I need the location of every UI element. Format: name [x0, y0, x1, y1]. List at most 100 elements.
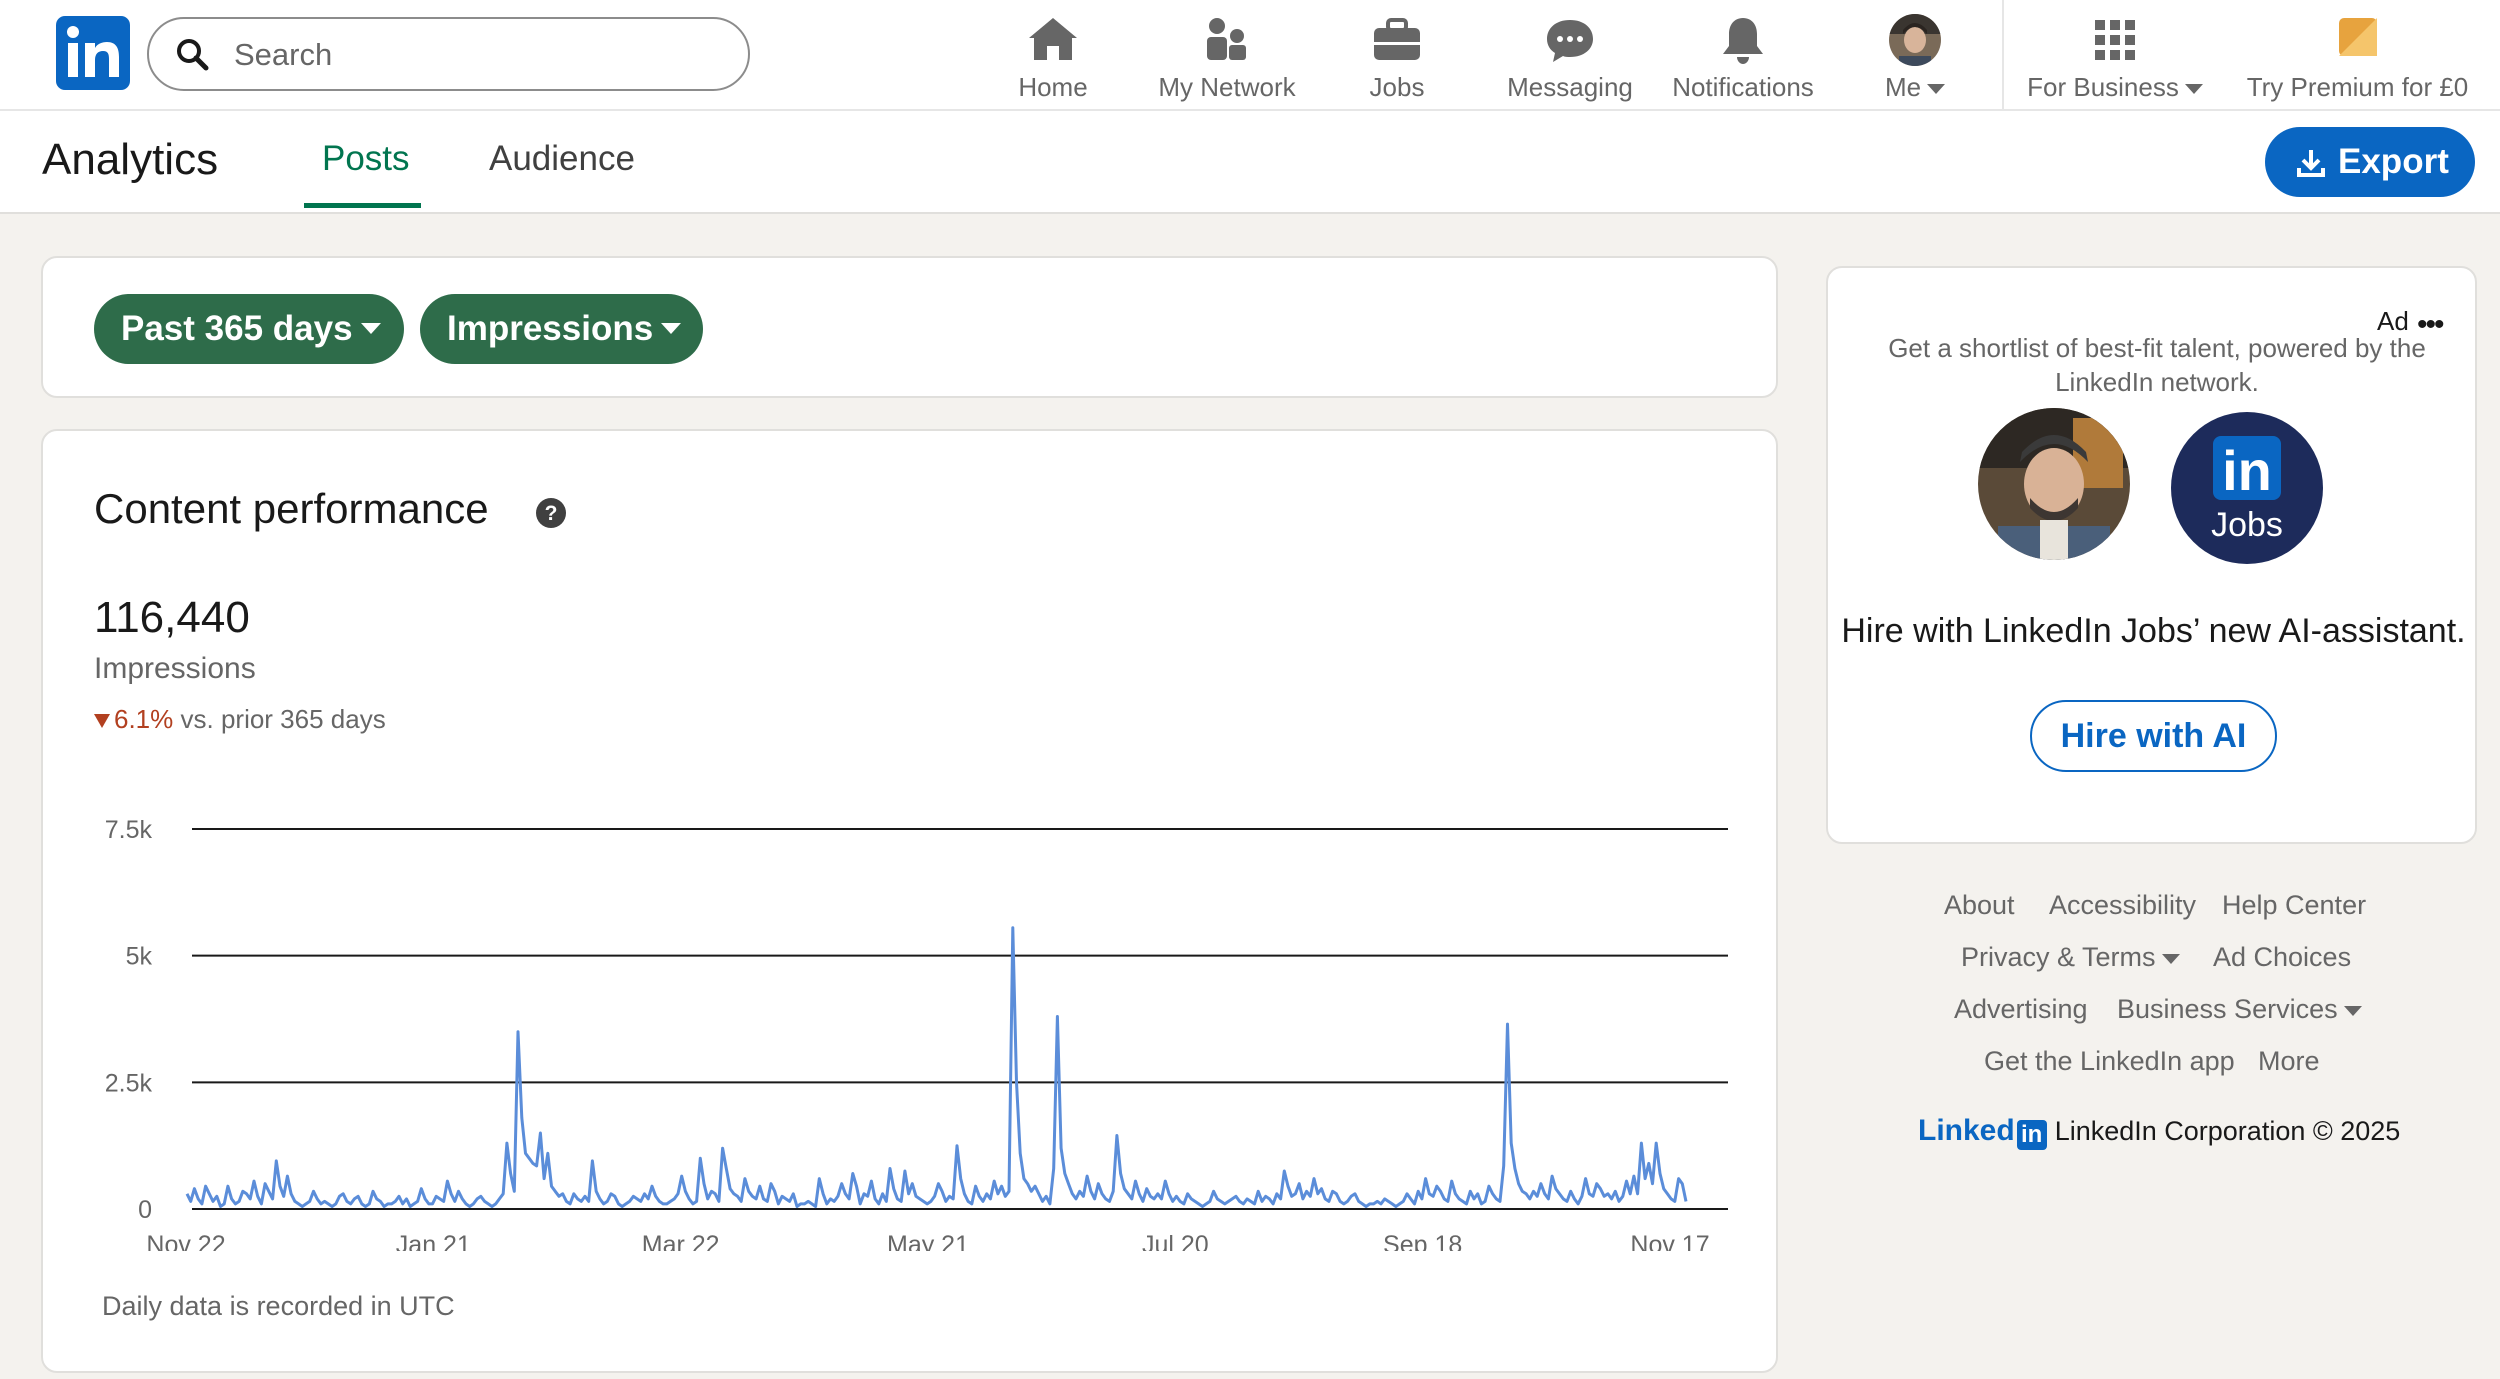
search-bar[interactable]: [147, 17, 750, 91]
nav-jobs-label: Jobs: [1369, 72, 1425, 102]
impressions-series-line: [185, 926, 1688, 1208]
network-icon: [1207, 18, 1246, 60]
footer-brand: Linked in LinkedIn Corporation © 2025: [1918, 1114, 2400, 1150]
nav-divider: [2002, 0, 2004, 109]
tab-active-indicator: [304, 203, 421, 208]
nav-me-label-wrap: Me: [1865, 72, 1965, 103]
nav-me[interactable]: Me: [1865, 8, 1965, 103]
search-icon: [177, 39, 209, 71]
nav-notifications-label: Notifications: [1672, 72, 1814, 102]
export-button[interactable]: Export: [2265, 127, 2475, 197]
nav-me-label: Me: [1884, 72, 1922, 102]
export-label: Export: [2338, 142, 2449, 181]
footer-link-get-app[interactable]: Get the LinkedIn app: [1984, 1046, 2235, 1076]
metric-dropdown[interactable]: Impressions: [420, 294, 703, 364]
utc-note: Daily data is recorded in UTC: [102, 1291, 455, 1321]
nav-home[interactable]: Home: [1003, 8, 1103, 103]
nav-messaging-label: Messaging: [1507, 72, 1633, 102]
change-indicator: 6.1% vs. prior 365 days: [94, 704, 386, 735]
linkedin-jobs-logo: in Jobs: [2171, 412, 2323, 564]
page-title: Analytics: [42, 135, 219, 184]
messaging-icon: [1547, 20, 1593, 62]
business-services-label: Business Services: [2117, 994, 2338, 1024]
footer-link-accessibility[interactable]: Accessibility: [2049, 890, 2197, 920]
hire-with-ai-button[interactable]: Hire with AI: [2030, 700, 2277, 772]
nav-jobs[interactable]: Jobs: [1347, 8, 1447, 103]
caret-down-icon: [661, 323, 682, 335]
ad-profile-photo: [1978, 408, 2130, 560]
impressions-label: Impressions: [94, 652, 256, 685]
x-tick-label: Mar 22: [642, 1231, 720, 1251]
y-tick-label: 2.5k: [105, 1069, 153, 1097]
home-icon: [1029, 18, 1077, 60]
x-tick-label: Jul 20: [1142, 1231, 1209, 1251]
download-icon: [2297, 150, 2325, 177]
svg-text:?: ?: [545, 502, 558, 525]
chevron-down-icon: [2184, 84, 2203, 95]
bell-icon: [1723, 18, 1763, 64]
ad-card: Ad ••• Get a shortlist of best-fit talen…: [1826, 266, 2477, 844]
footer-link-help-center[interactable]: Help Center: [2222, 890, 2367, 920]
ad-label: Ad: [2377, 306, 2409, 336]
footer-link-about[interactable]: About: [1944, 890, 2015, 920]
footer-logo-word: Linked: [1918, 1114, 2015, 1147]
x-tick-label: May 21: [887, 1231, 969, 1251]
section-title: Content performance: [94, 485, 489, 532]
tab-audience[interactable]: Audience: [489, 139, 635, 178]
nav-notifications[interactable]: Notifications: [1663, 8, 1823, 103]
nav-messaging[interactable]: Messaging: [1500, 8, 1640, 103]
date-range-dropdown[interactable]: Past 365 days: [94, 294, 404, 364]
date-range-label: Past 365 days: [121, 309, 353, 348]
nav-home-label: Home: [1018, 72, 1088, 102]
y-tick-label: 7.5k: [105, 816, 153, 844]
x-tick-label: Nov 22: [146, 1231, 225, 1251]
analytics-header: Analytics Posts Audience Export: [0, 111, 2500, 214]
metric-label: Impressions: [447, 309, 654, 348]
premium-icon: [2338, 18, 2377, 56]
chevron-down-icon: [2161, 953, 2180, 964]
top-nav: Home My Network Jobs Messaging: [0, 0, 2500, 111]
impressions-line-chart: 0 2.5k 5k 7.5k Nov 22 Jan 21 Mar 22 May 21 Jul 2…: [105, 816, 1728, 1251]
ad-headline: Hire with LinkedIn Jobs’ new AI-assistan…: [1841, 612, 2466, 650]
nav-for-business-label-wrap: For Business: [2025, 72, 2205, 103]
footer-logo-box: in: [2016, 1120, 2047, 1150]
help-icon[interactable]: ?: [535, 497, 567, 529]
copyright: LinkedIn Corporation © 2025: [2054, 1116, 2401, 1146]
footer-link-business-services[interactable]: Business Services: [2117, 994, 2362, 1025]
ad-description: Get a shortlist of best-fit talent, powe…: [1888, 333, 2426, 397]
footer-link-privacy-terms[interactable]: Privacy & Terms: [1961, 942, 2180, 973]
nav-for-business[interactable]: For Business: [2025, 8, 2205, 103]
grid-icon: [2095, 20, 2135, 60]
nav-for-business-label: For Business: [2027, 72, 2179, 102]
jobs-logo-mark: in: [2222, 439, 2272, 502]
chevron-down-icon: [2343, 1005, 2362, 1016]
tab-posts[interactable]: Posts: [322, 139, 410, 178]
change-comparison: vs. prior 365 days: [180, 704, 386, 734]
nav-try-premium[interactable]: Try Premium for £0: [2240, 8, 2475, 103]
change-percent: 6.1%: [114, 704, 174, 734]
jobs-logo-label: Jobs: [2211, 506, 2283, 544]
x-tick-label: Nov 17: [1630, 1231, 1709, 1251]
search-input[interactable]: [234, 33, 714, 77]
footer-link-more[interactable]: More: [2258, 1046, 2320, 1076]
avatar: [1889, 14, 1941, 66]
nav-try-premium-label: Try Premium for £0: [2246, 72, 2469, 102]
impressions-total: 116,440: [94, 593, 250, 642]
nav-my-network[interactable]: My Network: [1147, 8, 1307, 103]
y-tick-label: 0: [138, 1196, 152, 1224]
trend-down-icon: [94, 714, 110, 729]
more-options-icon[interactable]: •••: [2417, 308, 2444, 341]
chevron-down-icon: [1927, 84, 1946, 95]
y-tick-label: 5k: [126, 943, 153, 971]
nav-my-network-label: My Network: [1158, 72, 1296, 102]
footer-link-ad-choices[interactable]: Ad Choices: [2213, 942, 2352, 972]
x-tick-label: Jan 21: [396, 1231, 471, 1251]
content-performance-card: Content performance ? 116,440 Impression…: [41, 429, 1778, 1373]
filter-card: Past 365 days Impressions: [41, 256, 1778, 398]
briefcase-icon: [1374, 18, 1420, 60]
footer-link-advertising[interactable]: Advertising: [1954, 994, 2088, 1024]
linkedin-logo[interactable]: [56, 16, 130, 90]
x-tick-label: Sep 18: [1383, 1231, 1462, 1251]
caret-down-icon: [360, 323, 381, 335]
privacy-terms-label: Privacy & Terms: [1961, 942, 2156, 972]
